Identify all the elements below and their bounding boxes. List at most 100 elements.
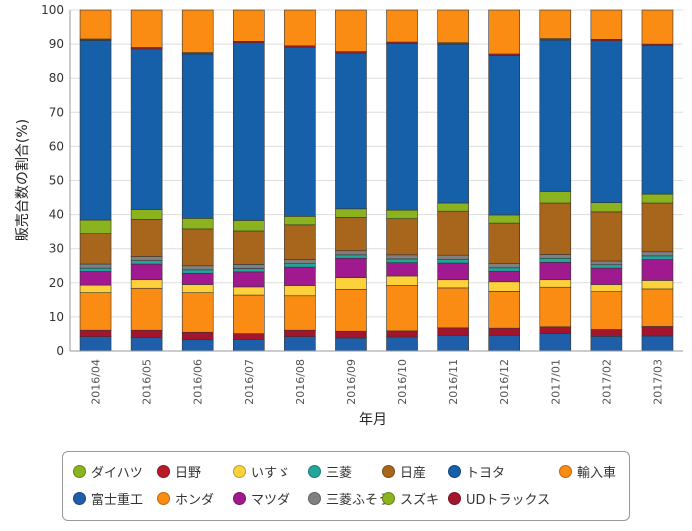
bar-segment	[232, 294, 265, 334]
legend-swatch	[382, 464, 395, 478]
bar-segment	[79, 284, 112, 293]
bar-segment	[130, 279, 163, 289]
bar-segment	[181, 284, 214, 293]
legend-item[interactable]: UDトラックス	[448, 488, 550, 508]
bar-segment	[232, 333, 265, 340]
legend-swatch	[233, 464, 246, 478]
bar-segment	[284, 46, 316, 217]
bar-segment	[130, 260, 163, 265]
bar-segment	[641, 259, 674, 281]
bar-segment	[488, 335, 521, 352]
bar-segment	[590, 202, 623, 213]
bar-segment	[335, 254, 367, 259]
bar-segment	[79, 336, 112, 352]
x-tick-label: 2016/04	[90, 359, 103, 405]
bar-segment	[641, 335, 674, 352]
legend-label: UDトラックス	[466, 492, 551, 508]
bar-segment	[641, 45, 674, 195]
bar-segment	[386, 258, 418, 263]
bar-segment	[181, 272, 214, 285]
legend-label: ダイハツ	[91, 465, 143, 481]
bar-segment	[437, 287, 469, 329]
legend-item[interactable]: 三菱	[308, 461, 352, 481]
bar-segment	[386, 285, 418, 332]
bar-segment	[181, 331, 214, 341]
y-tick-label: 10	[49, 310, 64, 324]
bar-segment	[488, 9, 521, 55]
bar-segment	[335, 52, 367, 210]
bar-segment	[437, 210, 469, 256]
bar-segment	[539, 191, 572, 204]
bar-segment	[386, 275, 418, 286]
bar-segment	[539, 202, 572, 255]
bar-segment	[232, 9, 265, 42]
bar-segment	[539, 257, 572, 263]
bar-segment	[386, 209, 418, 219]
bar-segment	[181, 53, 214, 219]
bar-segment	[130, 256, 163, 261]
bar-segment	[232, 42, 265, 221]
bar-segment	[335, 330, 367, 339]
legend-label: いすゞ	[251, 465, 291, 481]
y-tick-label: 0	[56, 344, 64, 358]
bar-segment	[641, 202, 674, 253]
legend-item[interactable]: スズキ	[382, 488, 439, 508]
bar-segment	[181, 9, 214, 53]
bar-segment	[539, 9, 572, 39]
legend-swatch	[308, 464, 321, 478]
bar-segment	[437, 327, 469, 336]
y-tick-label: 60	[49, 139, 64, 153]
legend-item[interactable]: 日野	[157, 461, 201, 481]
legend-swatch	[73, 464, 86, 478]
bar-segment	[386, 254, 418, 260]
legend-swatch	[233, 491, 246, 505]
legend-item[interactable]: 富士重工	[73, 488, 143, 508]
x-tick-label: 2016/06	[192, 359, 205, 405]
bar-segment	[79, 40, 112, 221]
legend-item[interactable]: マツダ	[233, 488, 290, 508]
bar-segment	[284, 329, 316, 337]
bar-segment	[335, 288, 367, 332]
bar-segment	[539, 333, 572, 352]
bar-segment	[488, 281, 521, 292]
bar-segment	[130, 329, 163, 339]
bar-segment	[437, 9, 469, 44]
x-tick-label: 2016/12	[498, 359, 511, 405]
bar-segment	[590, 267, 623, 285]
legend-item[interactable]: 輸入車	[559, 461, 616, 481]
y-tick-label: 70	[49, 105, 64, 119]
bar-segment	[130, 48, 163, 210]
bar-segment	[641, 280, 674, 290]
bar-segment	[284, 266, 316, 286]
legend-item[interactable]: ホンダ	[157, 488, 214, 508]
bar-segment	[488, 291, 521, 329]
bar-segment	[181, 269, 214, 274]
legend-item[interactable]: トヨタ	[448, 461, 505, 481]
bar-segment	[590, 9, 623, 40]
bar-segment	[79, 233, 112, 265]
bar-segment	[437, 202, 469, 212]
bar-segment	[232, 264, 265, 269]
legend-swatch	[559, 464, 572, 478]
bar-segment	[488, 222, 521, 265]
bar-segment	[590, 40, 623, 203]
bar-segment	[437, 262, 469, 281]
bar-segment	[641, 255, 674, 260]
bar-segment	[284, 259, 316, 265]
bar-segment	[641, 251, 674, 257]
y-tick-label: 50	[49, 174, 64, 188]
bar-segment	[284, 295, 316, 331]
bar-segment	[590, 329, 623, 337]
legend-swatch	[73, 491, 86, 505]
bar-segment	[130, 219, 163, 257]
bar-segment	[335, 208, 367, 218]
bar-segment	[539, 262, 572, 281]
bar-segment	[284, 285, 316, 297]
bar-segment	[79, 9, 112, 40]
legend-item[interactable]: ダイハツ	[73, 461, 143, 481]
legend-item[interactable]: いすゞ	[233, 461, 290, 481]
legend-item[interactable]: 日産	[382, 461, 426, 481]
bar-segment	[79, 292, 112, 331]
legend-item[interactable]: 三菱ふそう	[308, 488, 391, 508]
bar-segment	[488, 267, 521, 272]
